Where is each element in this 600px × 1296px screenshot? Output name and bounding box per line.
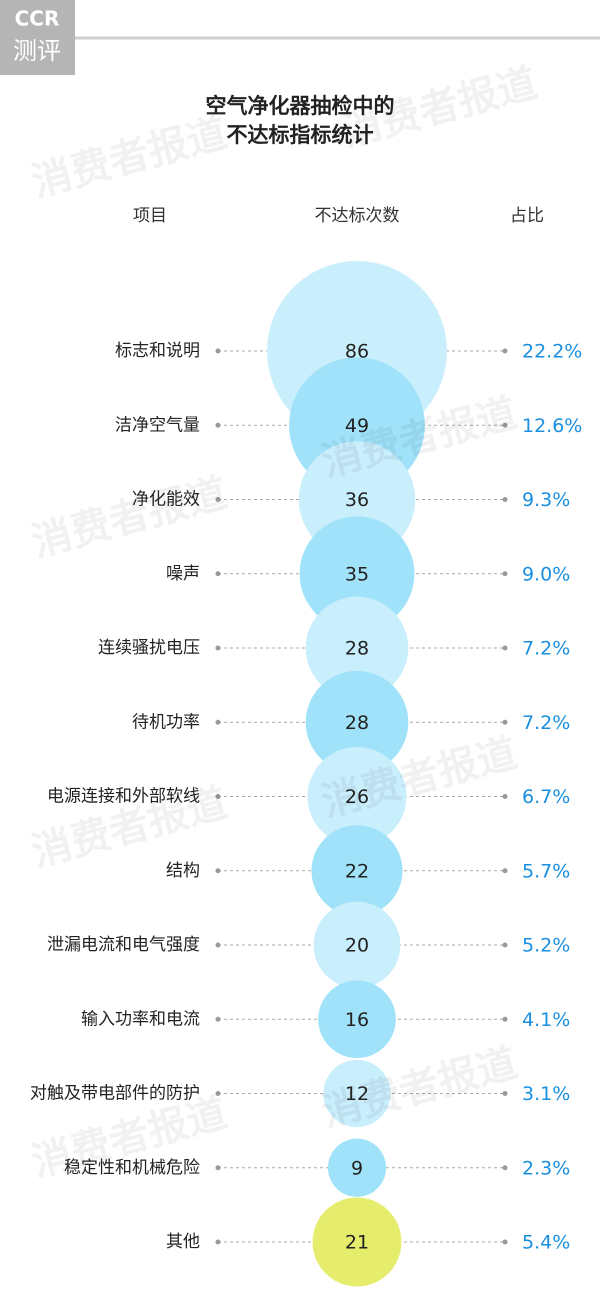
share-label: 7.2% [522,712,570,734]
watermark: 消费者报道 [27,470,232,566]
leader-dot [502,1165,508,1171]
bubble [313,901,401,989]
leader-dot [215,1016,221,1022]
count-label: 35 [345,563,369,585]
category-label: 电源连接和外部软线 [47,787,200,807]
bubble [312,1197,402,1287]
count-label: 21 [345,1232,369,1254]
bubble [307,747,407,846]
leader-dot [215,497,221,502]
category-label: 输入功率和电流 [81,1009,200,1029]
count-label: 20 [345,935,369,957]
share-label: 2.3% [522,1157,570,1179]
leader-dot [502,1239,508,1245]
count-label: 26 [345,786,369,808]
title-line: 空气净化器抽检中的 [206,94,395,118]
leader-lines [215,348,508,1245]
bubble [311,825,403,917]
category-label: 泄漏电流和电气强度 [47,935,200,955]
column-header: 占比 [510,206,544,226]
leader-dot [502,942,508,948]
category-label: 其他 [166,1232,200,1252]
share-label: 5.2% [522,935,570,957]
category-label: 结构 [166,861,200,881]
bubble [305,596,409,700]
category-label: 连续骚扰电压 [98,638,200,658]
bubbles [267,261,447,1287]
share-label: 3.1% [522,1083,570,1105]
count-label: 28 [345,638,369,660]
leader-dot [215,1091,221,1096]
category-label: 稳定性和机械危险 [64,1158,200,1178]
bubble [323,1059,391,1128]
count-label: 28 [345,712,369,734]
count-label: 22 [345,860,369,882]
leader-dot [502,645,508,651]
column-header: 不达标次数 [315,206,400,226]
leader-dot [502,1016,508,1022]
category-label: 洁净空气量 [115,415,200,435]
leader-dot [215,1239,221,1245]
leader-dot [502,1091,508,1096]
leader-dot [502,794,508,799]
bubble [305,670,409,774]
leader-dot [502,497,508,502]
share-label: 9.3% [522,489,570,511]
logo-box [0,0,75,75]
column-header: 项目 [133,206,167,226]
leader-dot [502,348,508,354]
count-label: 86 [345,341,369,363]
leader-dot [215,942,221,948]
leader-dot [502,571,508,577]
leader-dot [215,348,221,354]
bubble [318,980,396,1059]
bubble [299,516,415,632]
count-label: 16 [345,1009,369,1031]
category-label: 标志和说明 [115,341,200,361]
leader-dot [502,719,508,725]
count-label: 36 [345,489,369,511]
share-label: 4.1% [522,1009,570,1031]
share-label: 6.7% [522,786,570,808]
leader-dot [215,422,221,428]
logo-text: 测评 [13,37,61,65]
count-label: 49 [345,415,369,437]
category-label: 待机功率 [132,712,200,732]
leader-dot [215,719,221,725]
count-label: 12 [345,1083,369,1105]
category-label: 噪声 [166,564,200,584]
logo-mark: CCR [15,7,60,31]
share-label: 7.2% [522,638,570,660]
leader-dot [215,645,221,651]
title-line: 不达标指标统计 [227,123,374,147]
category-label: 净化能效 [132,490,200,510]
leader-dot [215,794,221,799]
labels: 标志和说明 86 22.2% 洁净空气量 49 12.6% 净化能效 36 9.3% 噪声 35 9.… [30,341,582,1254]
watermark: 消费者报道 [27,110,232,206]
share-label: 9.0% [522,563,570,585]
bubble [327,1138,387,1197]
category-label: 对触及带电部件的防护 [30,1084,200,1104]
share-label: 12.6% [522,415,582,437]
count-label: 9 [351,1157,363,1179]
leader-dot [502,868,508,874]
leader-dot [502,422,508,428]
share-label: 5.4% [522,1232,570,1254]
leader-dot [215,571,221,577]
share-label: 5.7% [522,860,570,882]
watermark: 消费者报道 [337,60,542,156]
share-label: 22.2% [522,341,582,363]
leader-dot [215,1165,221,1171]
leader-dot [215,868,221,874]
